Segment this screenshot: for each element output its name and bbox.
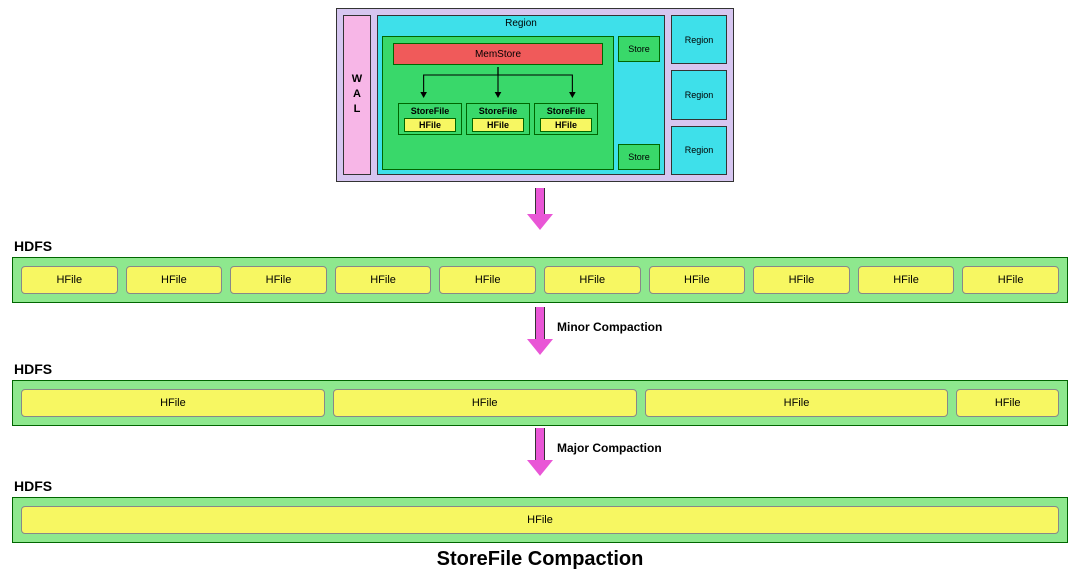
region-right-stores: Store Store [618, 36, 660, 170]
hfile-cell: HFile [858, 266, 955, 294]
region-main: Region MemStore StoreFile HFile StoreFile HFi… [377, 15, 665, 175]
hfile-cell: HFile [230, 266, 327, 294]
storefile: StoreFile HFile [398, 103, 462, 135]
hfile-cell: HFile [21, 506, 1059, 534]
hfile-cell: HFile [439, 266, 536, 294]
arrow-shaft [535, 307, 545, 339]
arrow-label: Minor Compaction [557, 320, 662, 334]
hfile-cell: HFile [649, 266, 746, 294]
hdfs-row-row1: HFileHFileHFileHFileHFileHFileHFileHFile… [12, 257, 1068, 303]
arrow-a3 [526, 428, 554, 476]
arrow-shaft [535, 428, 545, 460]
arrow-a1 [526, 188, 554, 230]
hdfs-label: HDFS [14, 238, 52, 254]
memstore: MemStore [393, 43, 603, 65]
region-server: WALRegionMemStoreStoreFileHFileStoreFile… [336, 8, 734, 182]
hfile-small: HFile [472, 118, 524, 132]
hfile-cell: HFile [962, 266, 1059, 294]
hfile-cell: HFile [335, 266, 432, 294]
arrow-head-icon [527, 460, 553, 476]
hdfs-label: HDFS [14, 478, 52, 494]
hdfs-row-row2: HFileHFileHFileHFile [12, 380, 1068, 426]
arrow-a2 [526, 307, 554, 355]
storefile: StoreFile HFile [534, 103, 598, 135]
side-region: Region [671, 126, 727, 175]
hfile-small: HFile [404, 118, 456, 132]
hfile-small: HFile [540, 118, 592, 132]
hfile-cell: HFile [333, 389, 637, 417]
hfile-cell: HFile [645, 389, 949, 417]
hfile-cell: HFile [753, 266, 850, 294]
storefile: StoreFile HFile [466, 103, 530, 135]
hfile-cell: HFile [956, 389, 1059, 417]
arrow-head-icon [527, 339, 553, 355]
arrow-label: Major Compaction [557, 441, 662, 455]
flush-arrows [387, 67, 609, 101]
hdfs-label: HDFS [14, 361, 52, 377]
storefile-label: StoreFile [411, 106, 450, 116]
side-region: Region [671, 15, 727, 64]
side-region: Region [671, 70, 727, 119]
storefile-label: StoreFile [547, 106, 586, 116]
hfile-cell: HFile [21, 266, 118, 294]
store-detail: MemStoreStoreFileHFileStoreFileHFileStor… [382, 36, 614, 170]
storefile-row: StoreFile HFile StoreFile HFile StoreFile HFi… [387, 103, 609, 135]
storefile-label: StoreFile [479, 106, 518, 116]
hfile-cell: HFile [544, 266, 641, 294]
arrow-shaft [535, 188, 545, 214]
diagram-title: StoreFile Compaction [0, 548, 1080, 571]
region-label: Region [505, 18, 537, 29]
side-regions: Region Region Region [671, 15, 727, 175]
store-box: Store [618, 36, 660, 62]
store-box: Store [618, 144, 660, 170]
hdfs-row-row3: HFile [12, 497, 1068, 543]
wal-box: WAL [343, 15, 371, 175]
arrow-head-icon [527, 214, 553, 230]
hfile-cell: HFile [21, 389, 325, 417]
hfile-cell: HFile [126, 266, 223, 294]
